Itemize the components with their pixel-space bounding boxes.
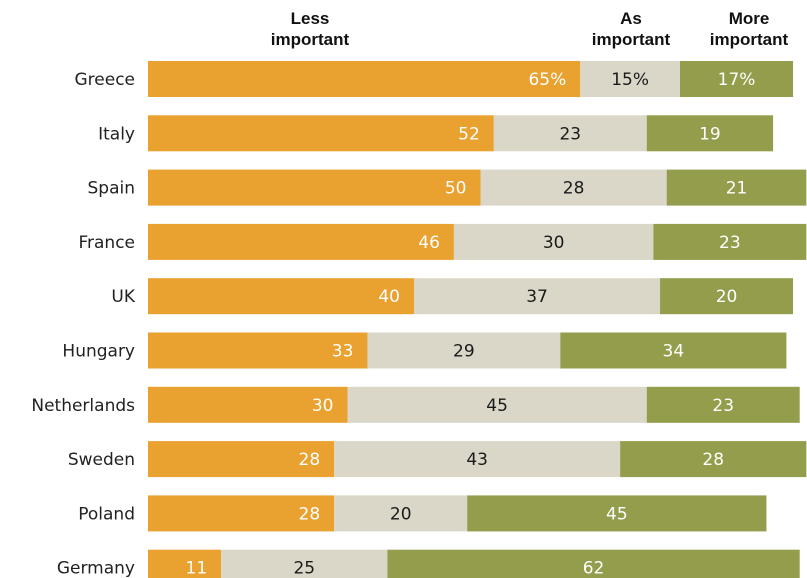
category-label-uk: UK bbox=[111, 287, 135, 307]
bar-italy-less-important bbox=[148, 115, 494, 152]
bar-italy-more-important bbox=[646, 115, 774, 152]
legend-label-line: As bbox=[620, 9, 642, 28]
bar-netherlands-as-important bbox=[347, 386, 647, 423]
bar-sweden-as-important bbox=[334, 441, 621, 478]
data-label-greece-more-important: 17% bbox=[718, 70, 756, 90]
bar-hungary-more-important bbox=[560, 332, 787, 369]
bar-greece-more-important bbox=[680, 61, 794, 97]
data-label-sweden-as-important: 43 bbox=[466, 450, 488, 470]
bar-sweden-more-important bbox=[620, 441, 807, 478]
bar-france-less-important bbox=[148, 223, 454, 260]
bar-spain-as-important bbox=[480, 169, 667, 206]
legend-label-as-important: As important bbox=[592, 9, 671, 49]
data-label-sweden-more-important: 28 bbox=[702, 450, 724, 470]
data-label-netherlands-more-important: 23 bbox=[712, 396, 734, 416]
bar-poland-less-important bbox=[148, 495, 335, 532]
data-label-spain-as-important: 28 bbox=[563, 179, 585, 199]
bar-spain-less-important bbox=[148, 169, 481, 206]
bar-spain-more-important bbox=[666, 169, 807, 206]
bar-sweden-less-important bbox=[148, 441, 335, 478]
data-label-italy-as-important: 23 bbox=[559, 124, 581, 144]
data-label-poland-as-important: 20 bbox=[390, 504, 412, 524]
data-label-uk-more-important: 20 bbox=[716, 287, 738, 307]
data-label-poland-more-important: 45 bbox=[606, 504, 628, 524]
data-label-france-more-important: 23 bbox=[719, 233, 741, 253]
legend-label-line: More bbox=[729, 9, 770, 28]
legend-label-more-important: More important bbox=[710, 9, 789, 49]
bar-netherlands-more-important bbox=[646, 386, 800, 423]
bar-france-as-important bbox=[453, 223, 654, 260]
bar-uk-as-important bbox=[414, 278, 661, 315]
category-label-netherlands: Netherlands bbox=[31, 396, 135, 416]
bar-hungary-as-important bbox=[367, 332, 561, 369]
legend-label-line: important bbox=[271, 30, 350, 49]
data-label-hungary-more-important: 34 bbox=[663, 342, 685, 362]
data-label-spain-more-important: 21 bbox=[726, 179, 748, 199]
category-label-poland: Poland bbox=[78, 504, 135, 524]
category-label-germany: Germany bbox=[57, 559, 135, 578]
legend-label-line: important bbox=[592, 30, 671, 49]
data-label-greece-less-important: 65% bbox=[528, 70, 566, 90]
legend-label-less-important: Less important bbox=[271, 9, 350, 49]
data-label-greece-as-important: 15% bbox=[611, 70, 649, 90]
data-label-france-less-important: 46 bbox=[418, 233, 440, 253]
legend-label-line: Less bbox=[291, 9, 330, 28]
bar-uk-more-important bbox=[660, 278, 794, 315]
data-label-hungary-as-important: 29 bbox=[453, 342, 475, 362]
data-label-uk-as-important: 37 bbox=[526, 287, 548, 307]
data-label-spain-less-important: 50 bbox=[445, 179, 467, 199]
category-label-italy: Italy bbox=[98, 124, 135, 144]
data-label-germany-less-important: 11 bbox=[186, 559, 208, 578]
bar-italy-as-important bbox=[493, 115, 647, 152]
bar-uk-less-important bbox=[148, 278, 414, 315]
data-label-poland-less-important: 28 bbox=[299, 504, 321, 524]
data-label-netherlands-less-important: 30 bbox=[312, 396, 334, 416]
category-label-france: France bbox=[78, 233, 135, 253]
data-label-sweden-less-important: 28 bbox=[299, 450, 321, 470]
bar-hungary-less-important bbox=[148, 332, 368, 369]
data-label-hungary-less-important: 33 bbox=[332, 342, 354, 362]
data-label-italy-less-important: 52 bbox=[458, 124, 480, 144]
category-label-greece: Greece bbox=[74, 70, 135, 90]
data-label-uk-less-important: 40 bbox=[378, 287, 400, 307]
data-label-france-as-important: 30 bbox=[543, 233, 565, 253]
bar-france-more-important bbox=[653, 223, 807, 260]
data-label-italy-more-important: 19 bbox=[699, 124, 721, 144]
bar-greece-less-important bbox=[148, 61, 581, 97]
data-label-germany-as-important: 25 bbox=[293, 559, 315, 578]
category-label-spain: Spain bbox=[88, 179, 136, 199]
category-label-sweden: Sweden bbox=[68, 450, 135, 470]
bar-poland-more-important bbox=[467, 495, 767, 532]
category-label-hungary: Hungary bbox=[62, 342, 135, 362]
bar-netherlands-less-important bbox=[148, 386, 348, 423]
bar-germany-more-important bbox=[387, 549, 800, 578]
bar-germany-as-important bbox=[221, 549, 388, 578]
bar-poland-as-important bbox=[334, 495, 468, 532]
legend-label-line: important bbox=[710, 30, 789, 49]
bar-greece-as-important bbox=[580, 61, 680, 97]
bar-germany-less-important bbox=[148, 549, 222, 578]
data-label-netherlands-as-important: 45 bbox=[486, 396, 508, 416]
data-label-germany-more-important: 62 bbox=[583, 559, 605, 578]
